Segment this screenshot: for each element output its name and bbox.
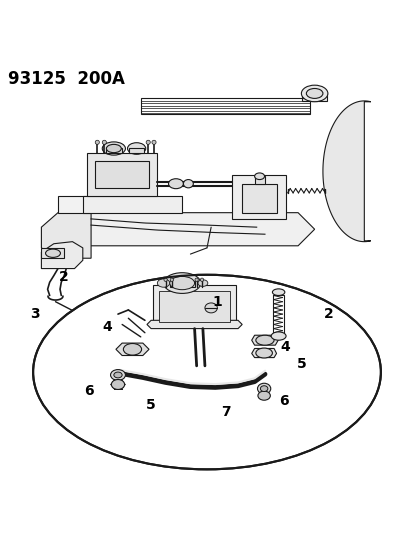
Ellipse shape	[114, 372, 122, 378]
Ellipse shape	[102, 142, 125, 155]
Text: 5: 5	[297, 357, 306, 371]
Ellipse shape	[306, 88, 322, 99]
Bar	[254, 176, 264, 184]
Bar	[273, 295, 283, 333]
Ellipse shape	[183, 180, 193, 188]
Ellipse shape	[157, 279, 169, 287]
Ellipse shape	[110, 369, 125, 381]
Polygon shape	[159, 290, 229, 322]
Ellipse shape	[164, 278, 167, 281]
Ellipse shape	[170, 278, 173, 281]
Bar	[129, 148, 144, 152]
Text: 93125  200A: 93125 200A	[8, 70, 125, 88]
Bar	[105, 148, 122, 152]
Ellipse shape	[195, 278, 198, 281]
Text: 1: 1	[212, 295, 222, 309]
Polygon shape	[41, 248, 64, 258]
Bar	[301, 93, 326, 101]
Polygon shape	[231, 175, 285, 219]
Ellipse shape	[168, 179, 183, 189]
Ellipse shape	[111, 379, 124, 390]
Ellipse shape	[301, 85, 327, 102]
Polygon shape	[242, 184, 277, 213]
Ellipse shape	[152, 140, 156, 144]
Ellipse shape	[123, 343, 141, 355]
Bar	[169, 281, 194, 287]
Polygon shape	[41, 213, 91, 258]
Text: 4: 4	[102, 319, 112, 334]
Text: 5: 5	[146, 398, 156, 412]
Text: 7: 7	[220, 405, 230, 419]
Ellipse shape	[33, 275, 380, 470]
Ellipse shape	[102, 140, 106, 144]
Polygon shape	[147, 320, 242, 329]
Ellipse shape	[146, 140, 150, 144]
Polygon shape	[83, 196, 182, 213]
Text: 4: 4	[280, 340, 290, 354]
Ellipse shape	[127, 143, 145, 155]
Ellipse shape	[200, 278, 203, 281]
Polygon shape	[87, 152, 157, 196]
Ellipse shape	[163, 273, 200, 293]
Ellipse shape	[95, 140, 99, 144]
Ellipse shape	[254, 173, 264, 180]
Text: 3: 3	[30, 307, 40, 321]
Polygon shape	[116, 343, 149, 356]
Ellipse shape	[169, 277, 194, 289]
Text: 6: 6	[84, 384, 94, 398]
Polygon shape	[95, 161, 149, 188]
Polygon shape	[251, 349, 276, 358]
Ellipse shape	[257, 383, 270, 394]
Ellipse shape	[197, 280, 207, 286]
Ellipse shape	[272, 289, 284, 295]
Ellipse shape	[45, 249, 60, 257]
Ellipse shape	[260, 386, 267, 392]
Ellipse shape	[255, 348, 272, 358]
Polygon shape	[58, 213, 314, 246]
Ellipse shape	[106, 144, 121, 152]
Polygon shape	[251, 335, 278, 345]
Ellipse shape	[271, 332, 285, 340]
Text: 2: 2	[59, 270, 69, 284]
Ellipse shape	[257, 391, 270, 400]
Ellipse shape	[255, 335, 273, 345]
Polygon shape	[41, 241, 83, 269]
Polygon shape	[322, 101, 370, 241]
Ellipse shape	[204, 303, 217, 313]
Text: 6: 6	[278, 394, 288, 408]
Text: 2: 2	[323, 307, 333, 321]
Polygon shape	[153, 285, 235, 327]
Polygon shape	[58, 196, 91, 213]
